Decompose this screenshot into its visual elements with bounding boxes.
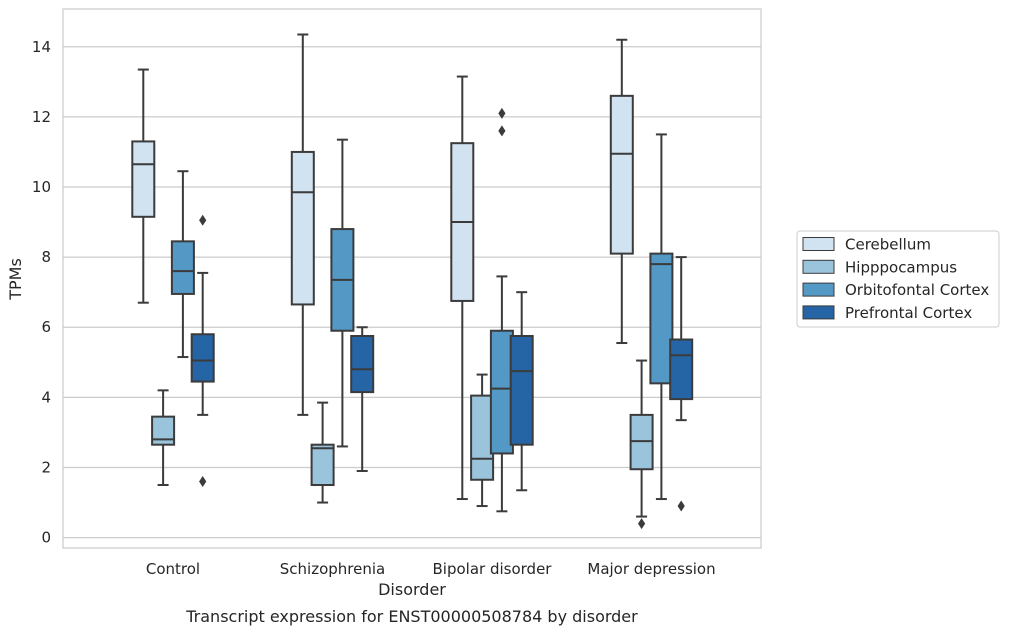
legend-swatch bbox=[802, 259, 835, 274]
y-tick-label: 14 bbox=[32, 38, 51, 56]
x-tick-label: Major depression bbox=[587, 560, 715, 578]
legend-frame bbox=[796, 230, 1000, 328]
box-body bbox=[470, 394, 495, 481]
outlier-marker bbox=[498, 125, 506, 137]
box-body bbox=[609, 94, 634, 255]
boxes bbox=[131, 33, 694, 530]
chart-caption: Transcript expression for ENST0000050878… bbox=[185, 607, 638, 626]
box-body bbox=[509, 335, 534, 446]
legend-label: Orbitofontal Cortex bbox=[845, 281, 989, 299]
box-body bbox=[310, 443, 335, 487]
box-orbitofontal-cortex bbox=[489, 107, 514, 513]
legend-label: Prefrontal Cortex bbox=[845, 304, 972, 322]
box-cerebellum bbox=[609, 38, 634, 345]
box-body bbox=[649, 252, 674, 385]
box-prefrontal-cortex bbox=[509, 291, 534, 492]
box-prefrontal-cortex bbox=[350, 326, 375, 472]
outlier-marker bbox=[498, 107, 506, 119]
box-body bbox=[669, 338, 694, 401]
legend-swatch bbox=[802, 237, 835, 251]
box-orbitofontal-cortex bbox=[330, 138, 355, 448]
box-hipppocampus bbox=[310, 401, 335, 504]
box-body bbox=[190, 333, 215, 383]
box-cerebellum bbox=[131, 68, 156, 304]
outlier-marker bbox=[638, 518, 646, 530]
legend-swatch bbox=[802, 282, 835, 297]
y-tick-label: 2 bbox=[41, 458, 51, 476]
plot-frame bbox=[62, 8, 762, 549]
y-tick-label: 4 bbox=[41, 388, 51, 406]
legend: Cerebellum Hipppocampus Orbitofontal Corte… bbox=[796, 230, 1000, 328]
box-hipppocampus bbox=[470, 373, 495, 508]
y-axis-title: TPMs bbox=[6, 258, 25, 301]
box-orbitofontal-cortex bbox=[170, 170, 195, 359]
x-tick-label: Control bbox=[146, 560, 200, 578]
box-body bbox=[170, 240, 195, 295]
x-axis-title: Disorder bbox=[378, 580, 446, 599]
outlier-marker bbox=[199, 476, 207, 488]
y-tick-label: 12 bbox=[32, 108, 51, 126]
y-tick-label: 10 bbox=[32, 178, 51, 196]
box-body bbox=[131, 140, 156, 218]
box-cerebellum bbox=[290, 33, 315, 416]
box-body bbox=[151, 415, 176, 446]
outlier-marker bbox=[677, 500, 685, 512]
box-hipppocampus bbox=[151, 389, 176, 487]
x-tick-label: Bipolar disorder bbox=[433, 560, 553, 578]
box-prefrontal-cortex bbox=[190, 214, 215, 488]
y-tick-label: 0 bbox=[41, 529, 51, 547]
box-body bbox=[350, 335, 375, 394]
outlier-marker bbox=[199, 214, 207, 226]
box-orbitofontal-cortex bbox=[649, 133, 674, 501]
legend-label: Hipppocampus bbox=[845, 258, 957, 276]
legend-swatch bbox=[802, 305, 835, 320]
y-tick-label: 6 bbox=[41, 318, 51, 336]
x-axis-ticks: Control Schizophrenia Bipolar disorder Majo… bbox=[146, 560, 716, 578]
legend-label: Cerebellum bbox=[845, 236, 931, 254]
box-cerebellum bbox=[450, 75, 475, 501]
box-body bbox=[489, 329, 514, 455]
x-tick-label: Schizophrenia bbox=[280, 560, 385, 578]
box-prefrontal-cortex bbox=[669, 256, 694, 512]
y-axis-ticks: 0 2 4 6 8 10 12 14 bbox=[32, 38, 51, 547]
y-tick-label: 8 bbox=[41, 248, 51, 266]
box-hipppocampus bbox=[629, 359, 654, 530]
box-body bbox=[290, 150, 315, 306]
